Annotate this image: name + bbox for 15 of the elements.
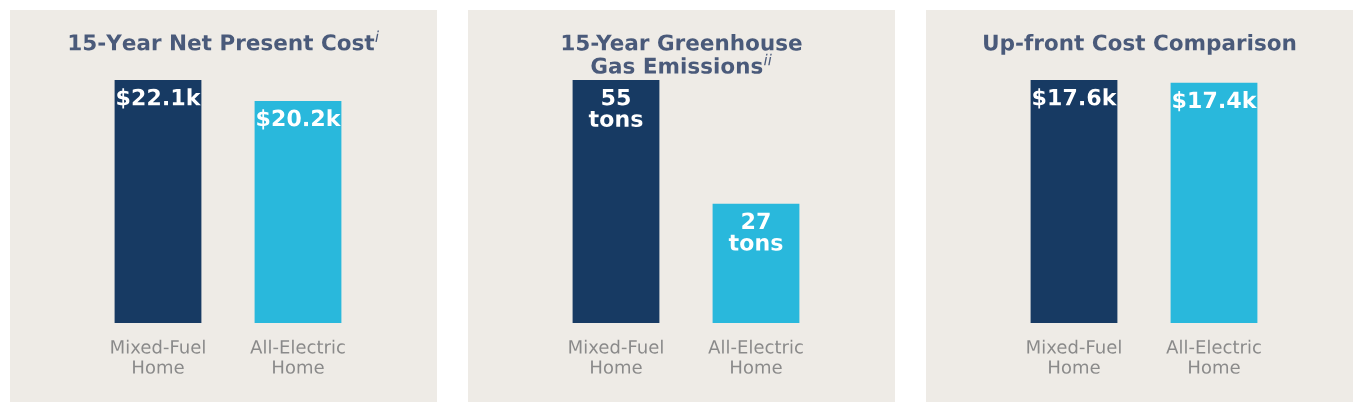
data-label: 55 tons	[588, 89, 643, 128]
data-label: $22.1k	[117, 88, 201, 109]
chart-title: Up-front Cost Comparison	[984, 34, 1296, 55]
chart-title: 15-Year Net Present Cost$^{i}$	[69, 30, 379, 51]
data-label: $20.2k	[257, 109, 341, 130]
chart-title: 15-Year Greenhouse Gas Emissions$^{ii}$	[562, 34, 802, 74]
data-label: 27 tons	[728, 212, 783, 251]
x-tick-label: All-Electric Home	[1166, 339, 1261, 374]
x-tick-label: Mixed-Fuel Home	[111, 339, 205, 374]
x-tick-label: All-Electric Home	[250, 339, 345, 374]
x-tick-label: Mixed-Fuel Home	[569, 339, 663, 374]
data-label: $17.6k	[1033, 88, 1117, 109]
x-tick-label: Mixed-Fuel Home	[1027, 339, 1121, 374]
x-tick-label: All-Electric Home	[708, 339, 803, 374]
data-label: $17.4k	[1173, 91, 1257, 112]
